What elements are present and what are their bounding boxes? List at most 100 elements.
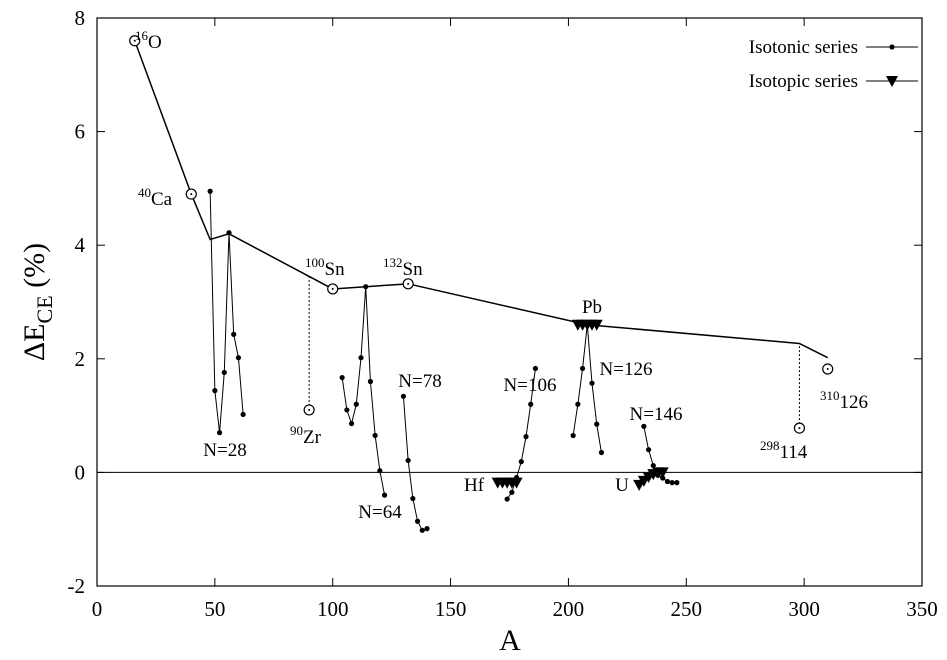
x-tick-label: 50 <box>204 597 225 621</box>
nucleus-dot <box>133 39 136 42</box>
point <box>212 388 218 394</box>
nucleus-dot <box>798 427 801 430</box>
point <box>235 355 242 361</box>
point <box>598 449 605 456</box>
point <box>377 468 383 474</box>
nucleus-symbol: 126 <box>840 392 869 413</box>
chain-label: N=28 <box>203 440 246 461</box>
point <box>344 407 350 413</box>
chain-label: Hf <box>464 475 485 496</box>
nucleus-label: 16O <box>135 28 162 53</box>
nucleus-mass: 40 <box>138 185 151 200</box>
point <box>518 459 524 465</box>
point <box>353 401 359 407</box>
x-tick-label: 350 <box>906 597 938 621</box>
y-label-main: ΔE <box>18 323 51 361</box>
point <box>424 526 430 532</box>
point <box>645 447 652 453</box>
nucleus-symbol: Sn <box>325 259 346 280</box>
chain-label: U <box>615 475 629 496</box>
nucleus-label: 132Sn <box>383 255 423 280</box>
point <box>410 495 416 502</box>
point <box>372 432 378 439</box>
point <box>669 480 675 486</box>
point <box>664 478 671 485</box>
point <box>207 188 213 194</box>
point <box>641 423 647 429</box>
x-tick-label: 300 <box>788 597 820 621</box>
chain-label: N=146 <box>630 404 683 425</box>
point <box>570 432 576 439</box>
chain-line <box>341 286 386 496</box>
nucleus-symbol: Zr <box>303 427 322 448</box>
y-tick-label: 6 <box>75 120 86 144</box>
nucleus-label: 40Ca <box>138 185 173 210</box>
nucleus-dot <box>826 368 829 371</box>
nucleus-symbol: 114 <box>780 442 808 463</box>
point <box>674 480 680 486</box>
legend-marker <box>886 76 898 87</box>
chain-label: Pb <box>582 297 602 318</box>
triangle-point <box>656 467 669 479</box>
chain-label: N=126 <box>600 359 653 380</box>
nucleus-dot <box>190 193 193 196</box>
legend-label: Isotonic series <box>749 37 858 58</box>
legend-label: Isotopic series <box>749 71 858 92</box>
chain-line <box>402 396 428 531</box>
chain-label: N=64 <box>358 502 402 523</box>
plot-frame <box>96 17 923 587</box>
y-tick-label: 2 <box>75 347 86 371</box>
x-axis-label: A <box>499 624 521 657</box>
point <box>414 518 421 524</box>
point <box>579 365 586 372</box>
y-label-sub: CE <box>32 295 57 323</box>
triangle-point <box>510 477 523 489</box>
point <box>523 434 529 440</box>
point <box>650 462 656 469</box>
point <box>509 489 515 495</box>
x-tick-label: 100 <box>317 597 349 621</box>
y-label-suffix: (%) <box>18 243 51 295</box>
point <box>575 401 581 407</box>
x-tick-label: 200 <box>553 597 585 621</box>
nucleus-dot <box>331 287 334 290</box>
nucleus-mass: 132 <box>383 255 403 270</box>
nucleus-label: 298114 <box>760 438 808 463</box>
nucleus-mass: 298 <box>760 438 780 453</box>
chain-line <box>209 191 244 433</box>
point <box>589 380 595 386</box>
chain-line <box>572 324 602 453</box>
point <box>231 331 237 337</box>
nucleus-mass: 16 <box>135 28 149 43</box>
point <box>226 230 232 236</box>
nucleus-mass: 310 <box>820 388 840 403</box>
envelope-line <box>134 40 829 359</box>
point <box>363 284 369 290</box>
point <box>358 355 364 361</box>
point <box>504 496 510 502</box>
nucleus-mass: 90 <box>290 423 303 438</box>
y-axis-label: ΔECE (%) <box>18 243 57 361</box>
chain-label: N=106 <box>504 375 557 396</box>
point <box>594 421 600 427</box>
nucleus-mass: 100 <box>305 255 325 270</box>
nucleus-dot <box>407 282 410 285</box>
point <box>400 393 407 399</box>
y-tick-label: -2 <box>68 574 86 598</box>
point <box>240 411 246 418</box>
point <box>348 420 355 427</box>
nucleus-symbol: O <box>148 32 162 53</box>
point <box>532 365 539 372</box>
nucleus-dot <box>308 408 311 411</box>
x-tick-label: 0 <box>92 597 103 621</box>
x-tick-label: 150 <box>435 597 467 621</box>
nucleus-label: 310126 <box>820 388 868 413</box>
triangle-point <box>590 319 603 331</box>
point <box>339 374 345 381</box>
point <box>405 457 411 464</box>
legend-marker <box>889 44 895 50</box>
nucleus-symbol: Ca <box>151 189 173 210</box>
point <box>216 430 223 436</box>
chain-label: N=78 <box>398 371 441 392</box>
point <box>419 527 425 533</box>
